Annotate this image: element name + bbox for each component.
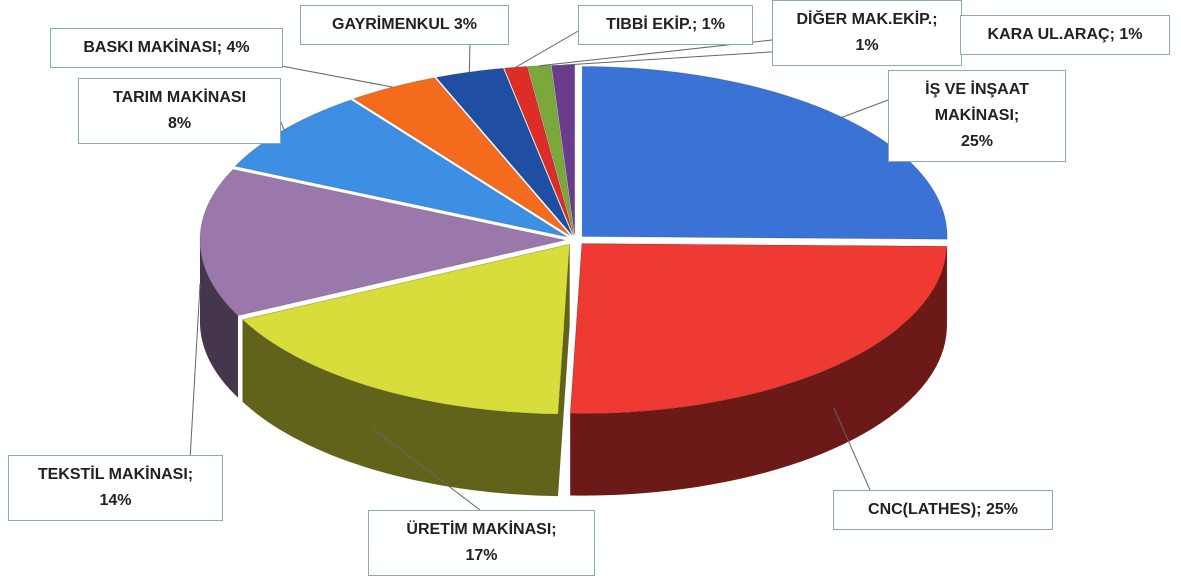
- data-label: ÜRETİM MAKİNASI; 17%: [368, 510, 595, 576]
- category-label: TIBBİ EKİP.;: [606, 16, 698, 33]
- category-label: CNC(LATHES);: [868, 501, 982, 518]
- category-label: KARA UL.ARAÇ;: [987, 26, 1115, 43]
- value-label: 14%: [99, 492, 132, 509]
- leader-line: [189, 283, 201, 461]
- value-label: 1%: [1119, 26, 1143, 43]
- slice-side: [200, 240, 238, 398]
- leader-line: [833, 407, 871, 491]
- value-label: 8%: [167, 115, 192, 132]
- data-label: GAYRİMENKUL 3%: [300, 5, 509, 45]
- category-label: GAYRİMENKUL: [332, 16, 450, 33]
- data-label: TIBBİ EKİP.; 1%: [578, 5, 753, 45]
- value-label: 3%: [453, 16, 477, 33]
- slice-side: [570, 246, 947, 496]
- data-label: DİĞER MAK.EKİP.; 1%: [772, 0, 962, 66]
- category-label: TARIM MAKİNASI: [112, 89, 247, 106]
- slice-side: [242, 319, 559, 497]
- value-label: 17%: [465, 547, 498, 564]
- category-label: ÜRETİM MAKİNASI;: [406, 521, 557, 538]
- value-label: 25%: [985, 501, 1018, 518]
- data-label: İŞ VE İNŞAAT MAKİNASI; 25%: [888, 70, 1066, 162]
- leader-line: [371, 427, 481, 511]
- value-label: 1%: [701, 16, 725, 33]
- data-label: CNC(LATHES); 25%: [833, 490, 1053, 530]
- slice: [241, 243, 571, 415]
- value-label: 1%: [855, 37, 879, 54]
- data-label: TEKSTİL MAKİNASI; 14%: [8, 455, 223, 521]
- leader-line: [515, 29, 581, 68]
- slice: [569, 243, 948, 415]
- slice: [199, 168, 566, 317]
- category-label: İŞ VE İNŞAAT MAKİNASI;: [925, 81, 1029, 124]
- category-label: DİĞER MAK.EKİP.;: [796, 11, 938, 28]
- category-label: TEKSTİL MAKİNASI;: [37, 466, 194, 483]
- leader-line: [468, 41, 471, 73]
- data-label: TARIM MAKİNASI 8%: [78, 78, 281, 144]
- leader-line: [842, 99, 889, 118]
- data-label: BASKI MAKİNASI; 4%: [50, 28, 283, 68]
- category-label: BASKI MAKİNASI;: [83, 39, 223, 56]
- value-label: 4%: [226, 39, 250, 56]
- value-label: 25%: [960, 133, 994, 150]
- data-label: KARA UL.ARAÇ; 1%: [960, 15, 1170, 55]
- slice: [503, 65, 574, 236]
- slice: [581, 65, 948, 240]
